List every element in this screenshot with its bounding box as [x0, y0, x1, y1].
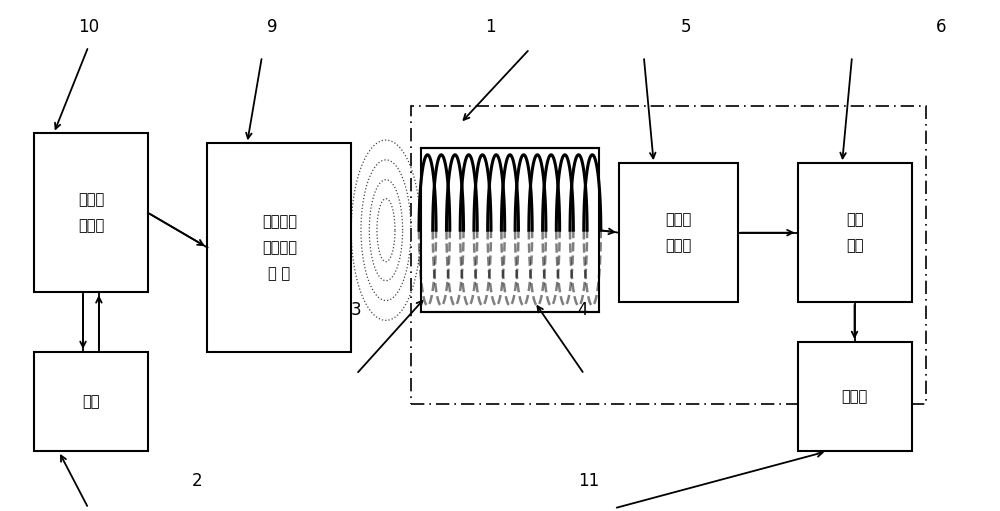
Text: 4: 4 — [577, 300, 588, 319]
Text: 装置: 装置 — [846, 238, 863, 253]
Bar — [207, 143, 351, 352]
Bar — [34, 133, 148, 292]
Text: 9: 9 — [267, 17, 277, 36]
Text: 电源: 电源 — [82, 394, 100, 409]
Text: 5: 5 — [681, 17, 692, 36]
Text: 蓄电: 蓄电 — [846, 212, 863, 227]
Text: 电 路: 电 路 — [268, 266, 290, 281]
Text: 用电器: 用电器 — [841, 389, 868, 404]
Text: 磁场产生: 磁场产生 — [262, 240, 297, 255]
Text: 10: 10 — [78, 17, 99, 36]
Bar — [798, 163, 912, 302]
Bar — [411, 106, 926, 404]
Text: 6: 6 — [936, 17, 947, 36]
Text: 滤波整: 滤波整 — [665, 212, 692, 227]
Text: 功能控: 功能控 — [78, 193, 104, 207]
Text: 流电路: 流电路 — [665, 238, 692, 253]
Bar — [619, 163, 738, 302]
Bar — [421, 148, 599, 312]
Text: 1: 1 — [485, 17, 495, 36]
Text: 制电路: 制电路 — [78, 218, 104, 233]
Text: 11: 11 — [579, 472, 600, 490]
Text: 3: 3 — [351, 300, 362, 319]
Text: 高频交变: 高频交变 — [262, 214, 297, 229]
Bar — [34, 352, 148, 451]
Text: 2: 2 — [192, 472, 203, 490]
Bar — [798, 342, 912, 451]
